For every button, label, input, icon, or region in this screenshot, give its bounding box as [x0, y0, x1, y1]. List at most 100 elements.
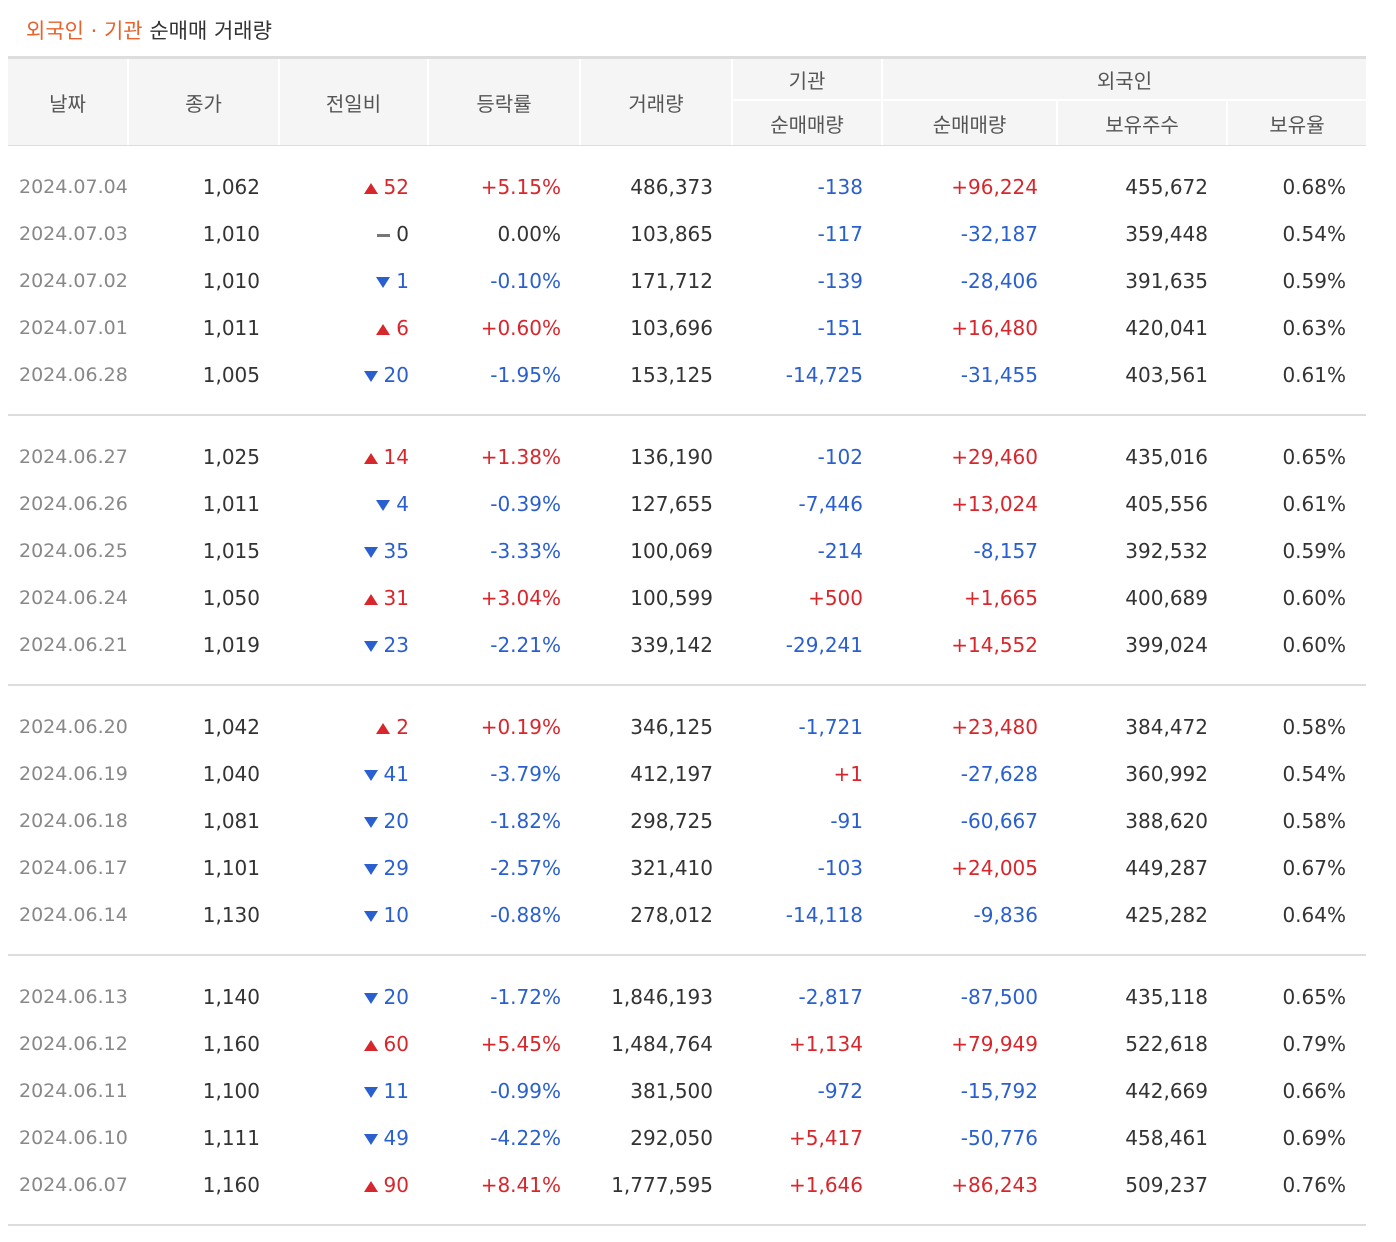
change-value: 49	[383, 1125, 409, 1150]
table-cell: -14,725	[733, 363, 883, 387]
cell-text: +0.60%	[480, 315, 561, 340]
cell-text: -60,667	[960, 808, 1038, 833]
cell-text: 153,125	[630, 362, 713, 387]
cell-text: 435,016	[1125, 444, 1208, 469]
cell-text: -27,628	[960, 761, 1038, 786]
table-cell: -7,446	[733, 492, 883, 516]
table-cell: 20	[280, 809, 429, 833]
change-value: 20	[383, 808, 409, 833]
cell-text: -0.10%	[490, 268, 561, 293]
table-cell: -0.99%	[429, 1079, 581, 1103]
table-cell: -103	[733, 856, 883, 880]
table-cell: 41	[280, 762, 429, 786]
cell-text: 1,005	[202, 362, 260, 387]
table-cell: 2024.06.20	[8, 716, 129, 738]
change-value: 31	[383, 585, 409, 610]
cell-text: 0.60%	[1282, 585, 1346, 610]
table-cell: 0.65%	[1228, 985, 1366, 1009]
table-row: 2024.06.11 1,100 11 -0.99% 381,500 -972 -15,79…	[8, 1067, 1366, 1114]
table-cell: -14,118	[733, 903, 883, 927]
table-cell: +96,224	[883, 175, 1058, 199]
cell-text: 0.63%	[1282, 315, 1346, 340]
table-cell: 0.61%	[1228, 492, 1366, 516]
cell-text: 1,160	[202, 1172, 260, 1197]
cell-text: 0.64%	[1282, 902, 1346, 927]
header-cell: 순매매량	[883, 101, 1058, 145]
table-cell: 1,011	[129, 492, 280, 516]
row-group: 2024.06.27 1,025 14 +1.38% 136,190 -102 +29,46…	[8, 416, 1366, 686]
table-cell: 2024.06.18	[8, 810, 129, 832]
cell-text: -3.79%	[490, 761, 561, 786]
change-icon	[363, 910, 378, 922]
cell-text: 1,140	[202, 984, 260, 1009]
table-row: 2024.06.19 1,040 41 -3.79% 412,197 +1 -27,628 3…	[8, 750, 1366, 797]
table-cell: 1,101	[129, 856, 280, 880]
table-cell: +1,646	[733, 1173, 883, 1197]
cell-text: 458,461	[1125, 1125, 1208, 1150]
table-cell: 11	[280, 1079, 429, 1103]
change-icon	[376, 323, 391, 335]
cell-text: 298,725	[630, 808, 713, 833]
cell-text: +16,480	[951, 315, 1038, 340]
change-icon	[363, 546, 378, 558]
cell-text: 2024.06.25	[19, 539, 128, 562]
cell-text: 391,635	[1125, 268, 1208, 293]
cell-text: 103,865	[630, 221, 713, 246]
table-cell: 20	[280, 985, 429, 1009]
table-cell: 0.59%	[1228, 539, 1366, 563]
table-cell: 0.64%	[1228, 903, 1366, 927]
cell-text: -138	[817, 174, 863, 199]
table-cell: 359,448	[1058, 222, 1228, 246]
cell-text: 0.59%	[1282, 538, 1346, 563]
change-value: 1	[396, 268, 409, 293]
table-cell: 381,500	[581, 1079, 733, 1103]
table-cell: 435,016	[1058, 445, 1228, 469]
table-cell: 2024.06.25	[8, 540, 129, 562]
cell-text: -0.99%	[490, 1078, 561, 1103]
cell-text: 0.79%	[1282, 1031, 1346, 1056]
cell-text: -103	[817, 855, 863, 880]
cell-text: +3.04%	[480, 585, 561, 610]
table-cell: 455,672	[1058, 175, 1228, 199]
cell-text: 360,992	[1125, 761, 1208, 786]
cell-text: -1,721	[798, 714, 863, 739]
cell-text: 359,448	[1125, 221, 1208, 246]
cell-text: 442,669	[1125, 1078, 1208, 1103]
table-cell: 2024.06.26	[8, 493, 129, 515]
cell-text: 2024.06.24	[19, 586, 128, 609]
table-cell: -1,721	[733, 715, 883, 739]
table-cell: 0.00%	[429, 222, 581, 246]
cell-text: 2024.06.10	[19, 1126, 128, 1149]
table-cell: 127,655	[581, 492, 733, 516]
table-cell: 136,190	[581, 445, 733, 469]
cell-text: -1.82%	[490, 808, 561, 833]
cell-text: 1,019	[202, 632, 260, 657]
change-value: 2	[396, 714, 409, 739]
change-icon	[363, 593, 378, 605]
cell-text: 1,100	[202, 1078, 260, 1103]
table-row: 2024.06.17 1,101 29 -2.57% 321,410 -103 +24,00…	[8, 844, 1366, 891]
table-cell: 0.58%	[1228, 715, 1366, 739]
change-icon	[363, 1180, 378, 1192]
change-icon	[363, 1086, 378, 1098]
cell-text: -50,776	[960, 1125, 1038, 1150]
table-cell: 1,019	[129, 633, 280, 657]
cell-text: 0.69%	[1282, 1125, 1346, 1150]
table-row: 2024.06.14 1,130 10 -0.88% 278,012 -14,118 -9,…	[8, 891, 1366, 938]
cell-text: 1,025	[202, 444, 260, 469]
table-cell: +16,480	[883, 316, 1058, 340]
table-cell: 0.54%	[1228, 762, 1366, 786]
table-cell: 0.65%	[1228, 445, 1366, 469]
change-icon	[363, 640, 378, 652]
table-cell: 2024.07.04	[8, 176, 129, 198]
table-cell: 0.79%	[1228, 1032, 1366, 1056]
table-cell: 298,725	[581, 809, 733, 833]
change-icon	[363, 992, 378, 1004]
cell-text: 392,532	[1125, 538, 1208, 563]
cell-text: -91	[830, 808, 863, 833]
table-cell: -4.22%	[429, 1126, 581, 1150]
table-cell: 522,618	[1058, 1032, 1228, 1056]
change-value: 52	[383, 174, 409, 199]
table-cell: -2,817	[733, 985, 883, 1009]
change-value: 0	[396, 221, 409, 246]
